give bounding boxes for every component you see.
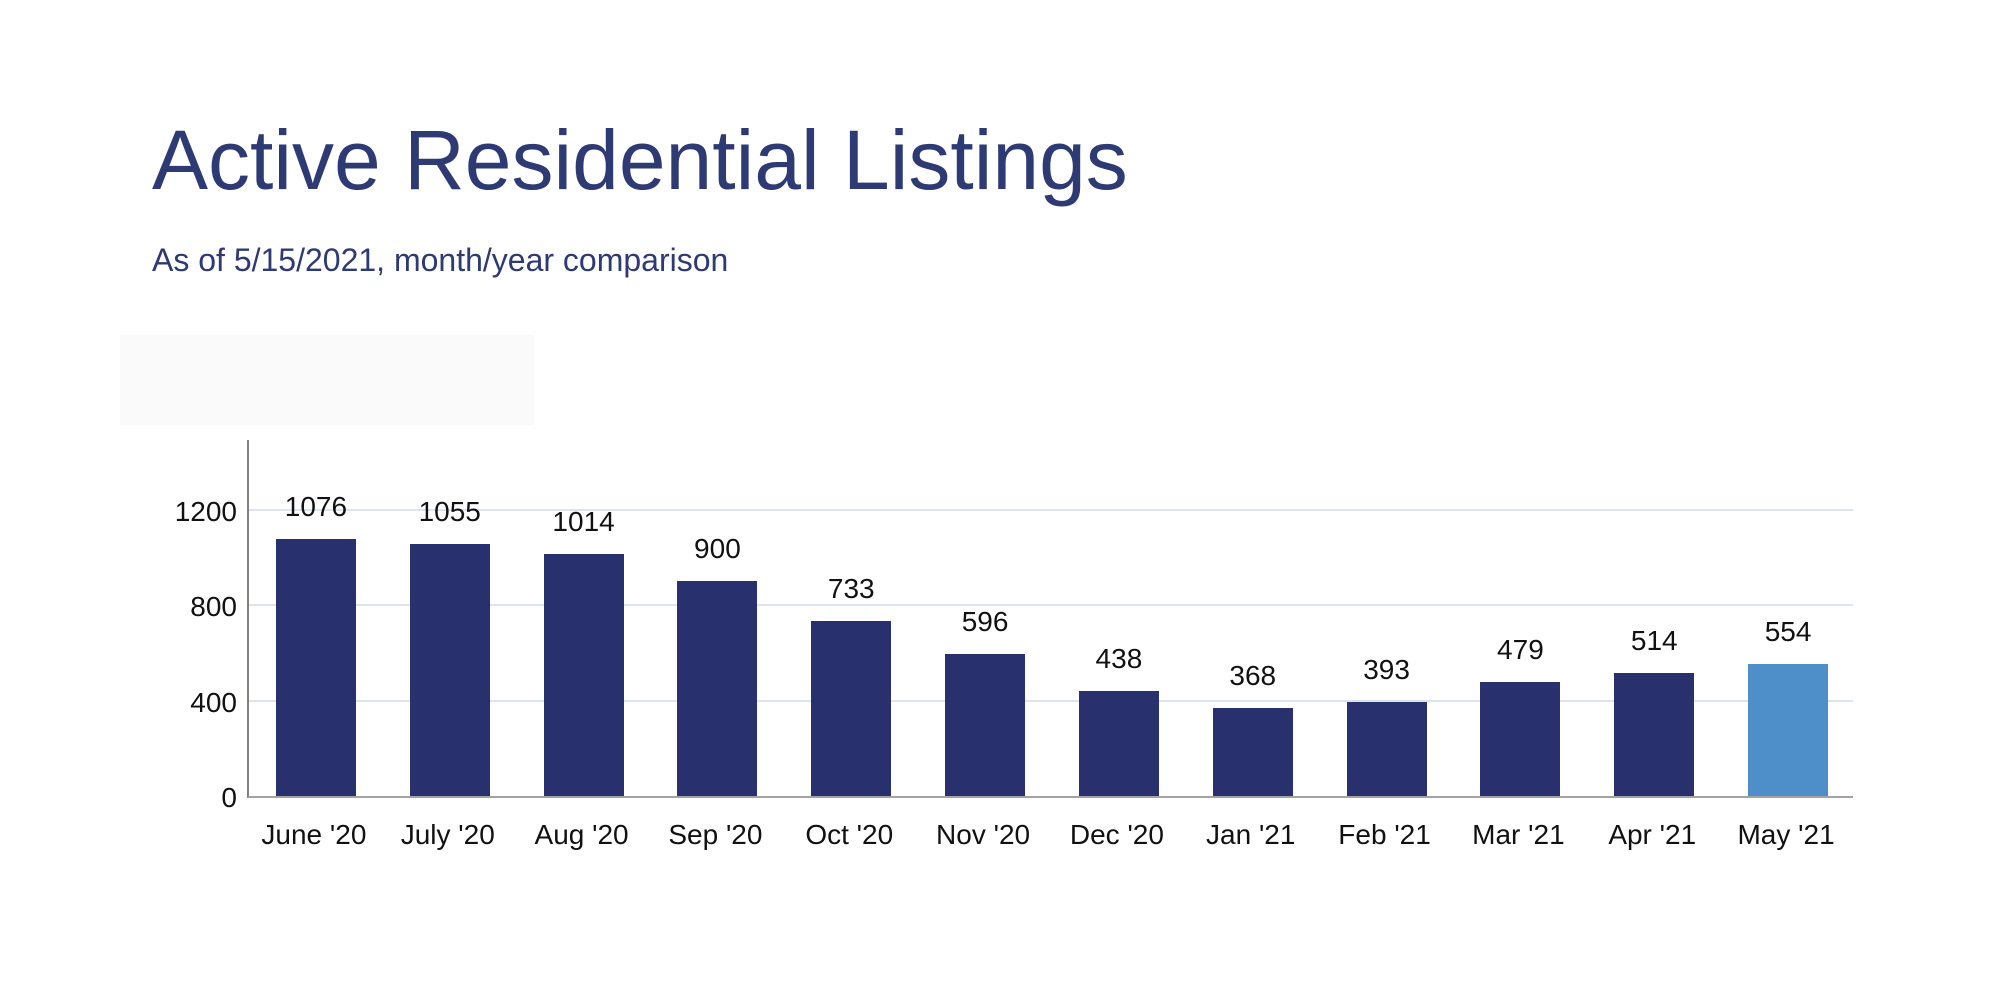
bar-column: 1076 <box>249 440 383 796</box>
bar-column: 514 <box>1587 440 1721 796</box>
bar <box>945 653 1026 796</box>
bar <box>543 554 624 796</box>
gridline <box>249 508 1853 511</box>
bar <box>1078 691 1159 796</box>
bar <box>1614 673 1695 796</box>
y-tick-label: 800 <box>190 591 237 623</box>
bar <box>275 539 356 796</box>
bar-column: 554 <box>1721 440 1855 796</box>
bar-value-label: 900 <box>694 533 741 565</box>
bar-value-label: 1055 <box>418 496 481 528</box>
x-tick-label: July '20 <box>400 819 495 850</box>
x-tick-label: Feb '21 <box>1338 819 1431 850</box>
bar-highlighted <box>1748 663 1829 796</box>
bar-column: 1055 <box>383 440 517 796</box>
bar <box>1212 708 1293 796</box>
plot-area: 1076 1055 1014 900 733 596 438 368 393 479 514 554 <box>247 440 1853 798</box>
bar-column: 900 <box>651 440 785 796</box>
bar <box>1480 681 1561 796</box>
bar-value-label: 479 <box>1497 633 1544 665</box>
x-tick-label: June '20 <box>261 819 367 850</box>
bar-value-label: 514 <box>1630 625 1678 657</box>
bar-value-label: 1014 <box>552 506 615 537</box>
x-axis: June '20 July '20 Aug '20 Sep '20 Oct '20 Nov… <box>247 818 1853 858</box>
x-tick-label: Apr '21 <box>1608 819 1697 850</box>
bar <box>677 581 758 796</box>
x-tick-label: Sep '20 <box>668 819 763 850</box>
bar <box>409 544 490 796</box>
bar-column: 438 <box>1052 440 1186 796</box>
bar-value-label: 393 <box>1363 654 1410 686</box>
gridline <box>249 699 1853 702</box>
x-tick-label: Dec '20 <box>1069 819 1164 850</box>
bar-column: 596 <box>918 440 1052 796</box>
bar-value-label: 554 <box>1764 615 1812 647</box>
bar-column: 1014 <box>517 440 651 796</box>
chart-subtitle: As of 5/15/2021, month/year comparison <box>152 242 729 278</box>
x-tick-label: Mar '21 <box>1472 819 1565 850</box>
bar-value-label: 368 <box>1229 660 1277 692</box>
bar <box>811 621 892 796</box>
y-axis: 0 400 800 1200 <box>0 440 237 811</box>
y-tick-label: 400 <box>190 686 237 718</box>
bar-column: 733 <box>784 440 918 796</box>
bar-column: 479 <box>1454 440 1588 796</box>
x-tick-label: Nov '20 <box>936 819 1031 850</box>
bar-value-label: 596 <box>961 605 1009 637</box>
x-tick-label: May '21 <box>1737 819 1835 850</box>
bar-value-label: 733 <box>827 573 875 605</box>
x-tick-label: Jan '21 <box>1206 819 1296 850</box>
x-tick-label: Aug '20 <box>534 819 629 850</box>
y-tick-label: 1200 <box>174 495 237 527</box>
y-tick-label: 0 <box>221 782 237 813</box>
bar-value-label: 1076 <box>284 491 348 523</box>
bar <box>1346 702 1427 796</box>
chart-title: Active Residential Listings <box>152 113 1128 207</box>
bar-column: 393 <box>1320 440 1454 796</box>
x-tick-label: Oct '20 <box>805 819 894 850</box>
bar-value-label: 438 <box>1095 643 1143 675</box>
gridline <box>249 604 1853 607</box>
bar-column: 368 <box>1186 440 1320 796</box>
